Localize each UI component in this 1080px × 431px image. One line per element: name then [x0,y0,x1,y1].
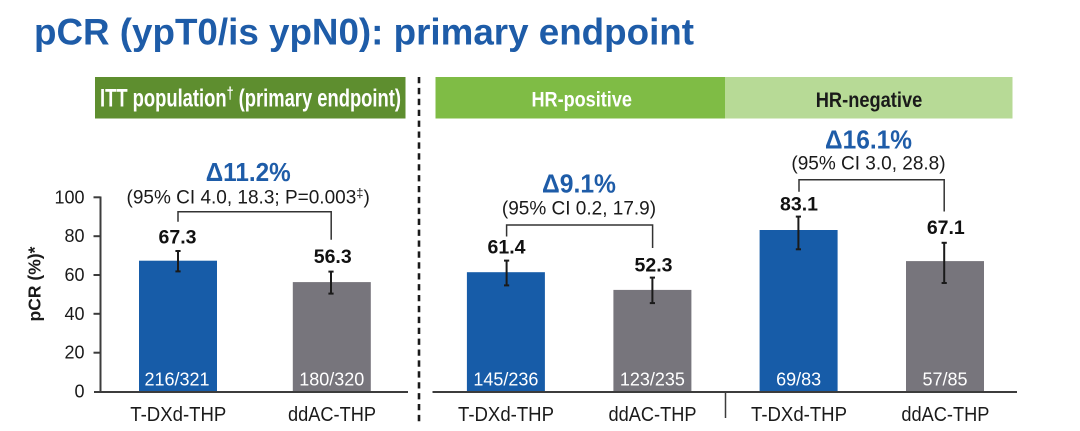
svg-text:T-DXd-THP: T-DXd-THP [130,404,226,426]
svg-text:145/236: 145/236 [473,370,538,390]
svg-text:T-DXd-THP: T-DXd-THP [751,404,847,426]
svg-text:57/85: 57/85 [922,370,967,390]
svg-text:67.3: 67.3 [159,227,197,249]
svg-text:60: 60 [64,265,84,285]
svg-text:Δ9.1%: Δ9.1% [542,171,616,199]
svg-text:ddAC-THP: ddAC-THP [901,404,989,426]
svg-text:(95% CI 3.0, 28.8): (95% CI 3.0, 28.8) [791,154,945,175]
svg-text:ITT population† (primary endpo: ITT population† (primary endpoint) [100,84,401,113]
svg-text:ddAC-THP: ddAC-THP [288,404,376,426]
svg-text:40: 40 [64,304,84,324]
svg-text:ddAC-THP: ddAC-THP [609,404,697,426]
svg-text:HR-negative: HR-negative [816,89,923,112]
svg-text:52.3: 52.3 [635,254,673,276]
svg-text:HR-positive: HR-positive [531,88,632,111]
svg-text:80: 80 [64,226,84,246]
svg-text:(95% CI 0.2, 17.9): (95% CI 0.2, 17.9) [502,199,656,220]
svg-text:180/320: 180/320 [299,370,364,390]
svg-text:83.1: 83.1 [780,194,818,216]
svg-text:67.1: 67.1 [927,217,965,239]
svg-text:pCR (ypT0/is ypN0): primary en: pCR (ypT0/is ypN0): primary endpoint [34,12,694,53]
svg-text:56.3: 56.3 [314,246,352,268]
svg-text:69/83: 69/83 [776,370,821,390]
svg-text:T-DXd-THP: T-DXd-THP [458,404,554,426]
svg-text:Δ16.1%: Δ16.1% [825,127,912,155]
svg-text:216/321: 216/321 [144,370,209,390]
svg-text:20: 20 [64,343,84,363]
svg-text:Δ11.2%: Δ11.2% [206,159,291,187]
svg-text:123/235: 123/235 [620,370,685,390]
svg-text:100: 100 [54,187,84,207]
svg-text:pCR (%)*: pCR (%)* [25,246,45,321]
svg-text:61.4: 61.4 [488,237,526,259]
svg-text:0: 0 [74,382,84,402]
svg-text:(95% CI 4.0, 18.3; P=0.003‡): (95% CI 4.0, 18.3; P=0.003‡) [127,186,370,209]
